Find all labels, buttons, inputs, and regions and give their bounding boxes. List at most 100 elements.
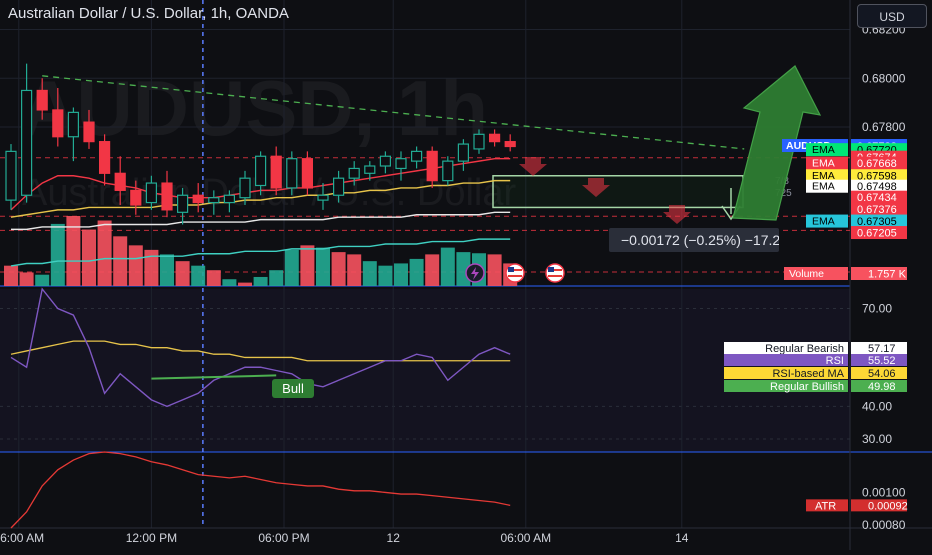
candle-body: [489, 133, 501, 143]
rsi-value-badge: [851, 367, 907, 379]
volume-bar: [97, 220, 112, 286]
price-badge: [851, 190, 907, 204]
us-flag-stripe: [548, 275, 562, 277]
bull-divergence-line: [151, 374, 277, 380]
time-tick-label: 06:00 AM: [500, 531, 551, 545]
us-flag-stripe: [508, 269, 522, 271]
measure-label: −0.00172 (−0.25%) −17.2: [609, 228, 779, 252]
candle-body: [192, 194, 204, 204]
atr-value-badge: [851, 499, 907, 512]
price-badge: [851, 179, 907, 193]
chart-title: Australian Dollar / U.S. Dollar, 1h, OAN…: [8, 5, 289, 22]
volume-bar: [269, 270, 284, 286]
candle-body: [255, 155, 267, 187]
volume-bar: [362, 261, 377, 286]
time-axis: 06:00 AM 12:00 PM 06:00 PM 12 06:00 AM 14: [0, 531, 689, 545]
measure-range-box: [492, 175, 744, 209]
price-badge: [851, 214, 907, 228]
volume-bar: [284, 249, 299, 286]
rsi-value-badge-text: 57.17: [868, 343, 896, 355]
candle-body: [426, 150, 438, 182]
atr-tag-text: ATR: [815, 500, 836, 512]
candle-body: [52, 109, 64, 138]
rsi-value-badge-text: 54.06: [868, 368, 896, 380]
volume-bar: [128, 245, 143, 286]
price-badge-value: 0.67434: [857, 192, 897, 204]
candle-body: [36, 89, 48, 111]
price-badge: [851, 156, 907, 170]
us-flag-canton: [508, 267, 514, 272]
candle-body: [83, 121, 95, 143]
indicator-tag-text: EMA: [812, 144, 835, 156]
atr-tick-label: 0.00100: [862, 485, 906, 499]
indicator-tag-text: EMA: [812, 181, 835, 193]
rsi-tick-label: 70.00: [862, 302, 892, 316]
volume-bar: [35, 274, 50, 286]
us-flag-ring: [545, 263, 565, 283]
up-target-arrow: [732, 65, 822, 221]
time-tick-label: 14: [675, 531, 689, 545]
ema-line: [11, 211, 511, 231]
atr-tag: [806, 499, 848, 512]
volume-bars: [4, 216, 518, 286]
candle-body: [177, 194, 189, 213]
volume-badge: [851, 267, 907, 280]
price-badge: [851, 202, 907, 216]
price-tick-label: 0.67800: [862, 120, 906, 134]
price-badge-value: 0.67498: [857, 181, 897, 193]
rsi-line: [10, 287, 511, 408]
rsi-tick-label: 40.00: [862, 399, 892, 413]
down-arrow-1: [519, 157, 547, 176]
candle-body: [411, 150, 423, 162]
indicator-tag: [806, 179, 848, 193]
atr-value-badge-text: 0.00092: [868, 500, 908, 512]
candle-body: [348, 167, 360, 179]
volume-bar: [331, 252, 346, 286]
candle-body: [473, 133, 485, 150]
rsi-ma-line: [10, 340, 511, 362]
range-label-b: 725: [775, 188, 792, 199]
indicator-tag: [806, 156, 848, 170]
rsi-value-badge-text: 49.98: [868, 381, 896, 393]
candle-body: [21, 89, 33, 196]
indicator-tag: [806, 214, 848, 228]
rsi-panel-background: [0, 289, 850, 452]
volume-bar: [487, 254, 502, 286]
volume-bar: [19, 272, 34, 286]
candle-body: [130, 189, 142, 206]
downtrend-line: [42, 75, 745, 150]
atr-tick-label: 0.00080: [862, 518, 906, 532]
atr-line: [10, 451, 511, 529]
indicator-tag-text: EMA: [812, 216, 835, 228]
candle-body: [239, 177, 251, 199]
price-badge-value: 0.67305: [857, 216, 897, 228]
price-badge: [851, 226, 907, 240]
rsi-name-tag: [724, 354, 848, 366]
us-flag-stripe: [508, 275, 522, 277]
volume-bar: [222, 279, 237, 286]
ema-line: [10, 238, 511, 267]
volume-bar: [378, 265, 393, 286]
lightning-icon: [465, 263, 485, 283]
candle-body: [114, 172, 126, 191]
currency-button[interactable]: USD: [857, 4, 927, 28]
rsi-tick-label: 30.00: [862, 432, 892, 446]
candle-body: [504, 141, 516, 148]
volume-bar: [238, 282, 252, 286]
indicator-tag: [806, 169, 848, 183]
down-arrow-2: [582, 178, 610, 197]
rsi-name-tag: [724, 380, 848, 392]
candles: [5, 63, 516, 225]
rsi-name-tag: [724, 367, 848, 379]
rsi-value-badge-text: 55.52: [868, 355, 896, 367]
indicator-tag-text: EMA: [812, 158, 835, 170]
rsi-labels: Regular Bearish 57.17 RSI 55.52 RSI-based MA…: [724, 342, 908, 512]
volume-tag-text: Volume: [789, 268, 824, 280]
down-arrow-3: [663, 205, 691, 224]
rsi-value-badge: [851, 380, 907, 392]
candle-body: [145, 182, 157, 204]
candle-body: [379, 155, 391, 167]
volume-bar: [4, 265, 18, 286]
